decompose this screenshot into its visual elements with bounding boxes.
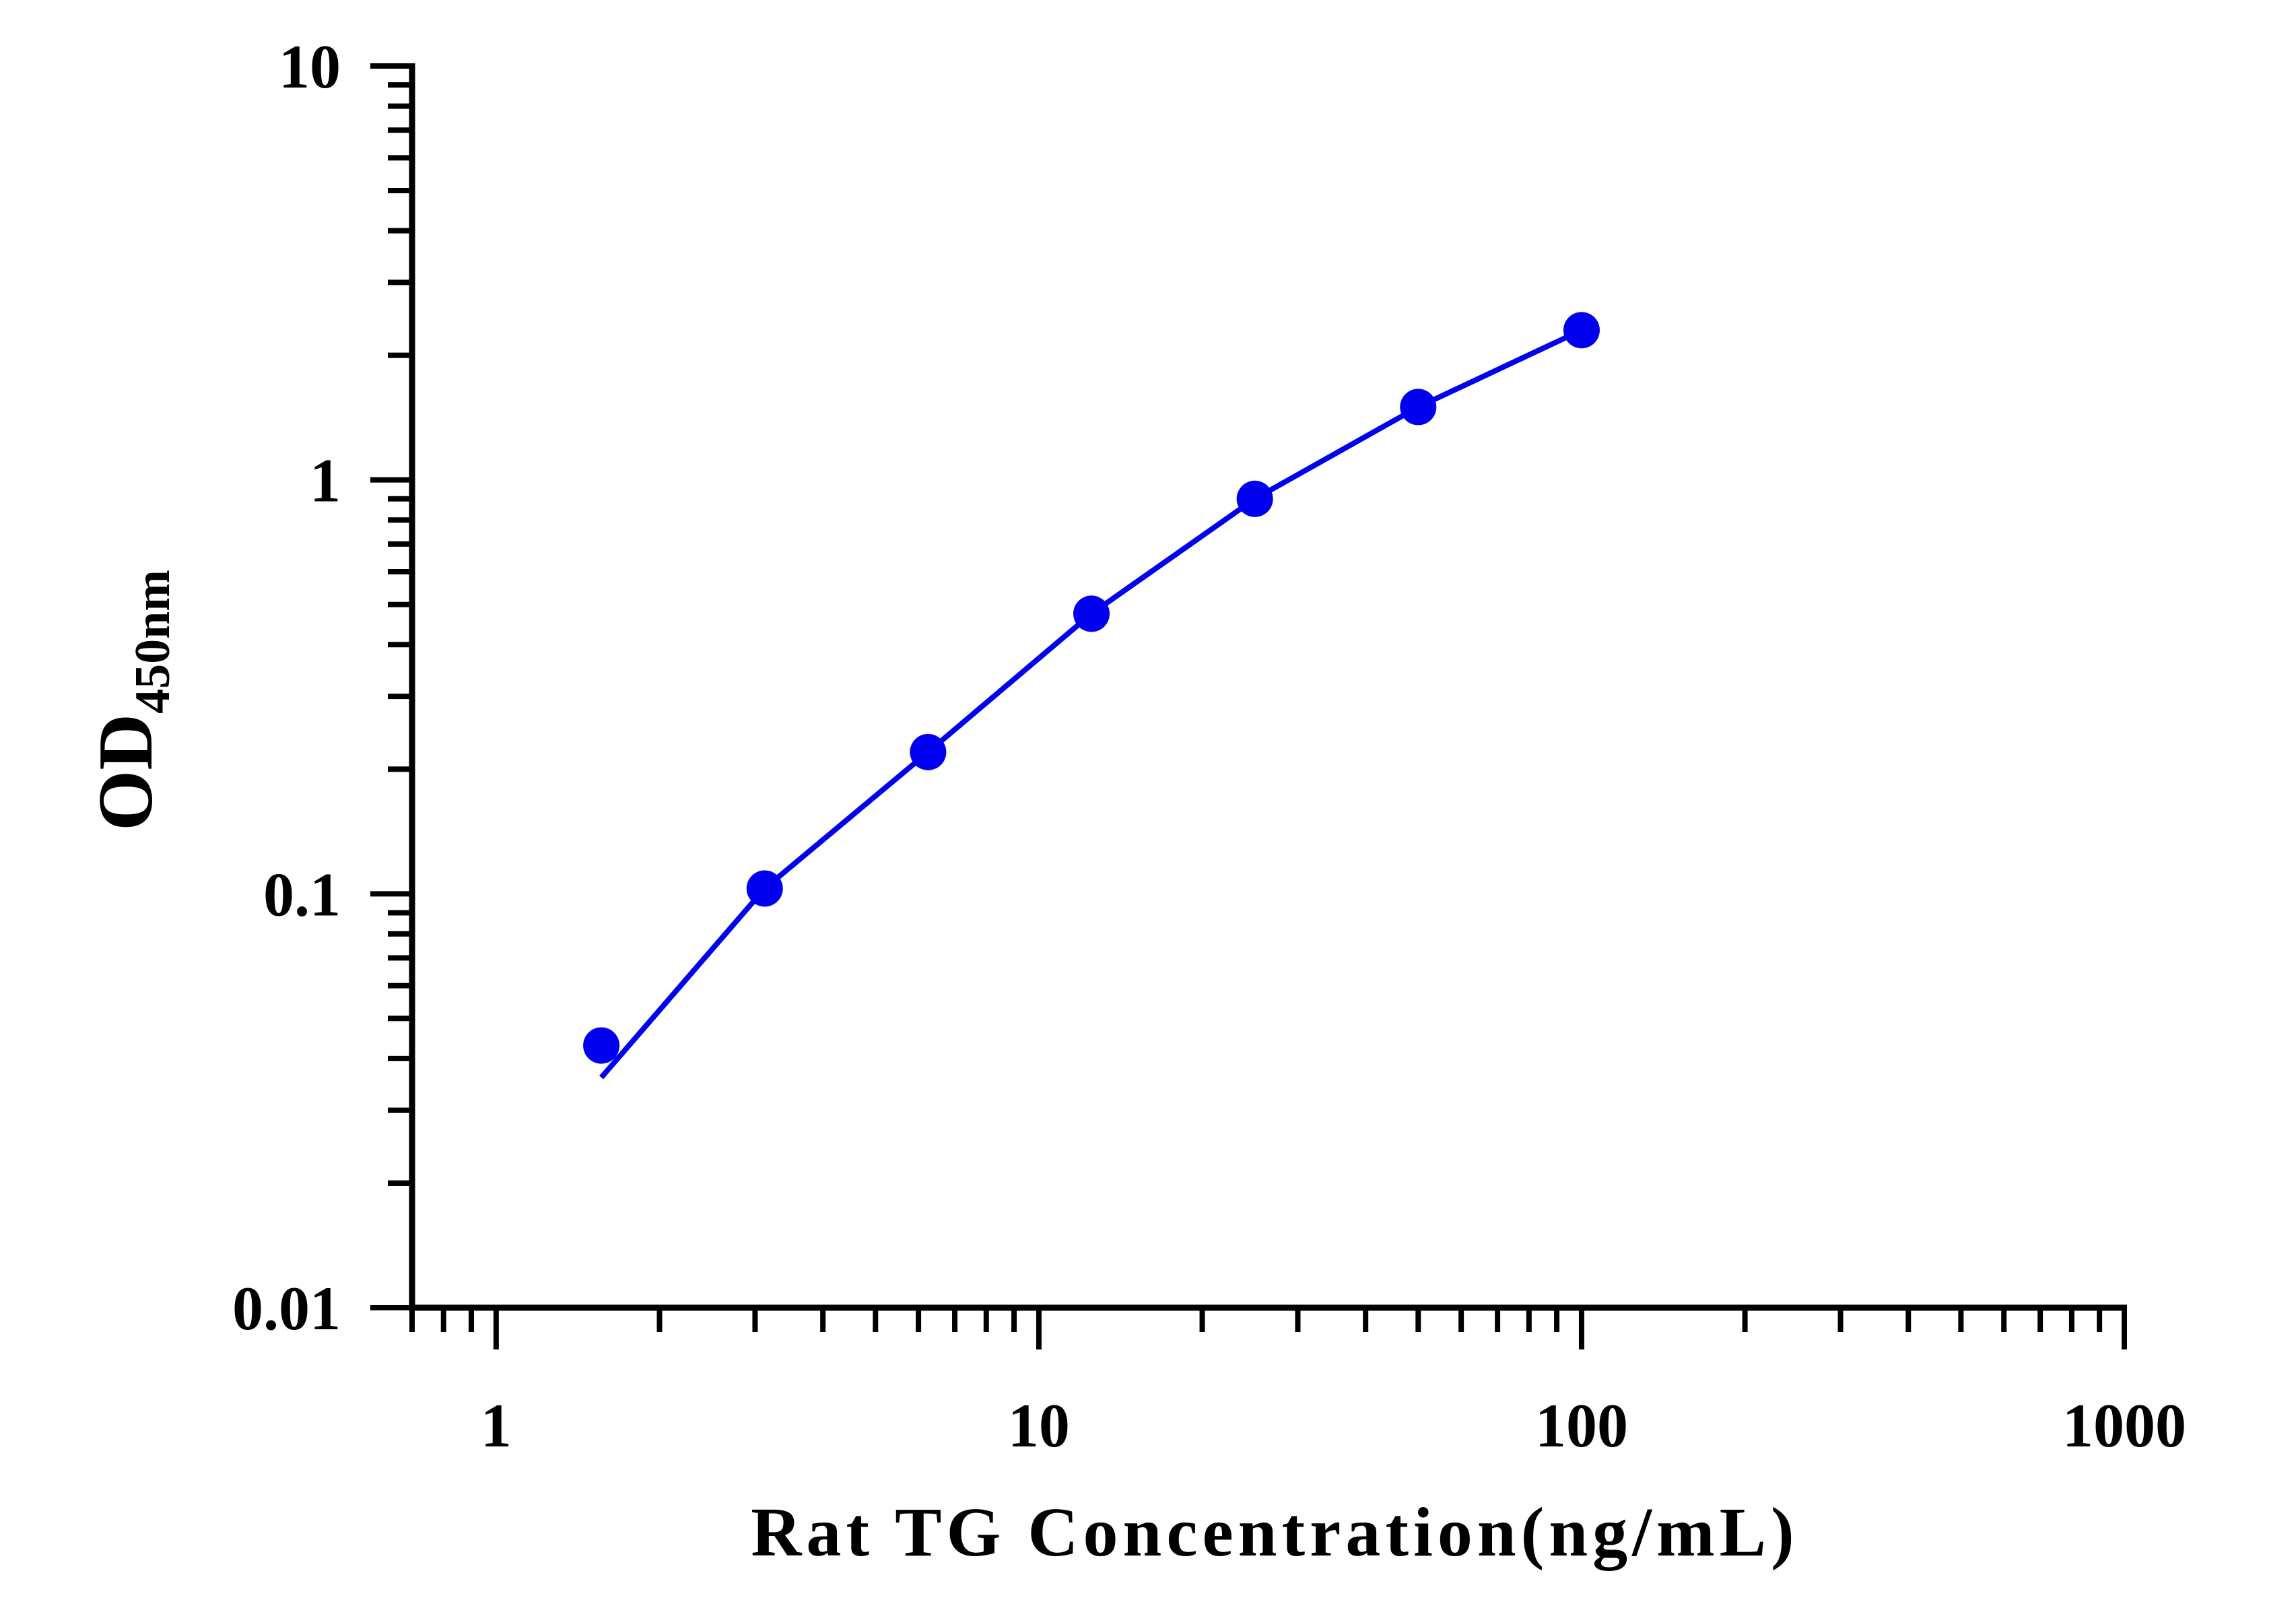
y-axis-title: OD450nm bbox=[83, 570, 180, 831]
y-axis-title-sub: 450nm bbox=[125, 570, 180, 714]
plot-area bbox=[583, 312, 1600, 1079]
x-tick-label: 10 bbox=[1008, 1391, 1070, 1460]
x-tick-label: 100 bbox=[1535, 1391, 1628, 1460]
y-axis-title-main: OD bbox=[83, 714, 169, 831]
data-point bbox=[746, 870, 783, 907]
y-tick-label: 0.1 bbox=[263, 860, 341, 929]
data-point bbox=[1073, 595, 1110, 632]
data-point bbox=[1236, 480, 1273, 517]
x-tick-labels: 1 10 100 1000 bbox=[481, 1391, 2186, 1460]
data-point bbox=[1563, 312, 1600, 349]
y-axis: 0.01 0.1 1 10 bbox=[232, 32, 415, 1343]
y-tick-label: 0.01 bbox=[232, 1274, 341, 1343]
x-axis-title: Rat TG Concentration(ng/mL) bbox=[751, 1494, 1798, 1571]
fit-curve-line bbox=[599, 327, 1583, 1079]
y-tick-label: 1 bbox=[310, 446, 341, 515]
data-point bbox=[583, 1027, 620, 1064]
y-ticks bbox=[370, 63, 412, 1310]
y-tick-label: 10 bbox=[279, 32, 341, 101]
x-tick-label: 1 bbox=[481, 1391, 512, 1460]
data-point bbox=[910, 733, 947, 770]
data-points bbox=[583, 312, 1600, 1064]
y-tick-labels: 0.01 0.1 1 10 bbox=[232, 32, 341, 1343]
data-point bbox=[1400, 389, 1437, 426]
x-ticks bbox=[409, 1308, 2127, 1349]
x-tick-label: 1000 bbox=[2062, 1391, 2186, 1460]
x-axis: 1 10 100 1000 bbox=[409, 1304, 2186, 1460]
